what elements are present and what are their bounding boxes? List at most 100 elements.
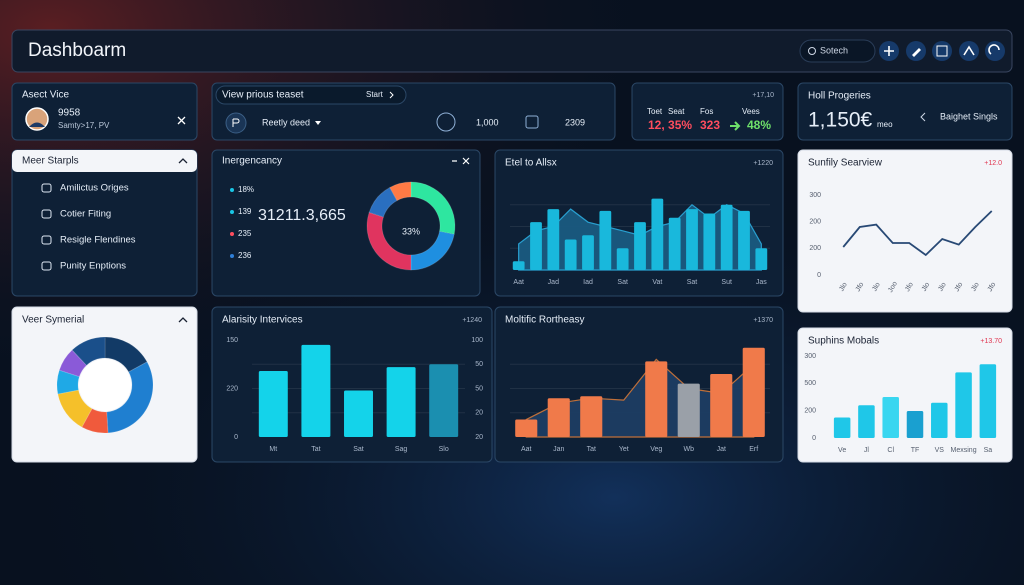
donut-segment xyxy=(368,186,398,218)
bar xyxy=(738,210,750,270)
bar xyxy=(547,209,560,270)
total-value: 12, 35% xyxy=(648,118,692,132)
add-icon xyxy=(884,46,894,56)
x-tick-label: Jlo xyxy=(970,281,981,292)
badge: +1240 xyxy=(462,317,482,324)
x-tick-label: Yet xyxy=(619,446,629,453)
x-tick-label: Ve xyxy=(838,447,846,454)
bar xyxy=(742,347,765,437)
legend-label: 139 xyxy=(238,207,252,216)
x-tick-label: Jfo xyxy=(904,281,915,293)
close-icon[interactable] xyxy=(177,116,186,125)
y-tick-label: 300 xyxy=(804,353,816,360)
x-tick-label: Jlo xyxy=(921,281,932,292)
bar xyxy=(882,397,899,438)
x-tick-label: Sut xyxy=(721,279,732,286)
total-value: 323 xyxy=(700,118,720,132)
x-tick-label: Aat xyxy=(513,279,524,286)
x-tick-label: Slo xyxy=(439,446,449,453)
y2-tick-label: 20 xyxy=(475,410,483,417)
total-value: 48% xyxy=(747,118,771,132)
x-tick-label: Iad xyxy=(583,279,593,286)
bar xyxy=(720,204,733,270)
refresh-button[interactable] xyxy=(985,41,1005,61)
x-tick-label: TF xyxy=(911,447,920,454)
bar xyxy=(530,222,542,270)
badge: +1220 xyxy=(753,160,773,167)
menu-icon xyxy=(41,183,52,193)
filter-dropdown[interactable]: Reetly deed xyxy=(262,117,310,127)
donut-center xyxy=(79,359,131,411)
tool-button[interactable] xyxy=(959,41,979,61)
search-icon xyxy=(808,47,816,55)
bar xyxy=(686,209,698,270)
panel-title: Moltific Rortheasy xyxy=(505,315,584,326)
media-icon xyxy=(936,45,948,57)
start-button[interactable]: Start xyxy=(366,90,384,99)
bar xyxy=(301,344,331,437)
header-title: Dashboarm xyxy=(28,40,126,61)
menu-item[interactable]: Amilictus Origes xyxy=(60,183,129,194)
y-tick-label: 0 xyxy=(234,434,238,441)
x-tick-label: Jfo xyxy=(855,281,866,293)
x-tick-label: Vat xyxy=(652,279,662,286)
x-tick-label: Sat xyxy=(617,279,628,286)
menu-item[interactable]: Cotier Fiting xyxy=(60,209,111,220)
x-tick-label: Tat xyxy=(587,446,596,453)
x-tick-label: Tat xyxy=(311,446,320,453)
legend-label: 235 xyxy=(238,229,252,238)
menu-item[interactable]: Resigle Flendines xyxy=(60,235,136,246)
x-tick-label: Sa xyxy=(984,447,993,454)
x-tick-label: Joo xyxy=(887,280,899,293)
media-button[interactable] xyxy=(932,41,952,61)
search-text[interactable]: Sotech xyxy=(820,45,848,55)
donut-segment xyxy=(410,230,455,271)
x-tick-label: Sat xyxy=(687,279,698,286)
x-tick-label: Mt xyxy=(269,446,277,453)
total-label: Fos xyxy=(700,107,713,116)
search-box[interactable] xyxy=(799,39,876,63)
donut-segment xyxy=(56,369,80,395)
x-tick-label: Sag xyxy=(395,446,408,453)
progress-value: 1,150€ xyxy=(808,109,873,132)
x-tick-label: Jas xyxy=(756,279,767,286)
stat-icon xyxy=(436,112,456,132)
legend-label: 236 xyxy=(238,251,252,260)
stat-value: 1,000 xyxy=(476,117,499,127)
x-tick-label: Aat xyxy=(521,446,532,453)
x-tick-label: Jlo xyxy=(838,281,849,292)
menu-item[interactable]: Punity Enptions xyxy=(60,261,126,272)
delta: +17,10 xyxy=(752,92,774,99)
x-tick-label: Erf xyxy=(749,446,758,453)
menu-icon xyxy=(41,209,52,219)
total-label: Vees xyxy=(742,107,760,116)
avatar xyxy=(25,107,49,131)
panel-title: Veer Symerial xyxy=(22,315,84,326)
panel-title: Sunfily Searview xyxy=(808,158,883,169)
total-label: Toet xyxy=(647,107,663,116)
badge: +13.70 xyxy=(980,338,1002,345)
bar xyxy=(634,222,646,270)
bar xyxy=(710,373,733,437)
menu-icon xyxy=(41,261,52,271)
x-tick-label: Jl xyxy=(864,447,870,454)
line xyxy=(842,210,993,257)
x-tick-label: Jan xyxy=(553,446,564,453)
x-tick-label: Jat xyxy=(717,446,726,453)
y-tick-label: 0 xyxy=(817,272,821,279)
panel-title: View prious teaset xyxy=(222,90,304,101)
legend-label: 18% xyxy=(238,185,254,194)
chevron[interactable] xyxy=(178,158,188,164)
window-controls[interactable] xyxy=(452,157,470,165)
bar xyxy=(979,364,997,438)
panel-title: Holl Progeries xyxy=(808,91,871,102)
bar xyxy=(858,405,875,438)
x-tick-label: Wb xyxy=(684,446,695,453)
toolbar xyxy=(215,85,407,105)
y-tick-label: 0 xyxy=(812,435,816,442)
bar xyxy=(755,248,768,270)
avatar-body xyxy=(29,122,45,127)
donut-segment xyxy=(106,361,154,434)
chevron[interactable] xyxy=(178,317,188,323)
panel-title: Etel to Allsx xyxy=(505,158,557,169)
